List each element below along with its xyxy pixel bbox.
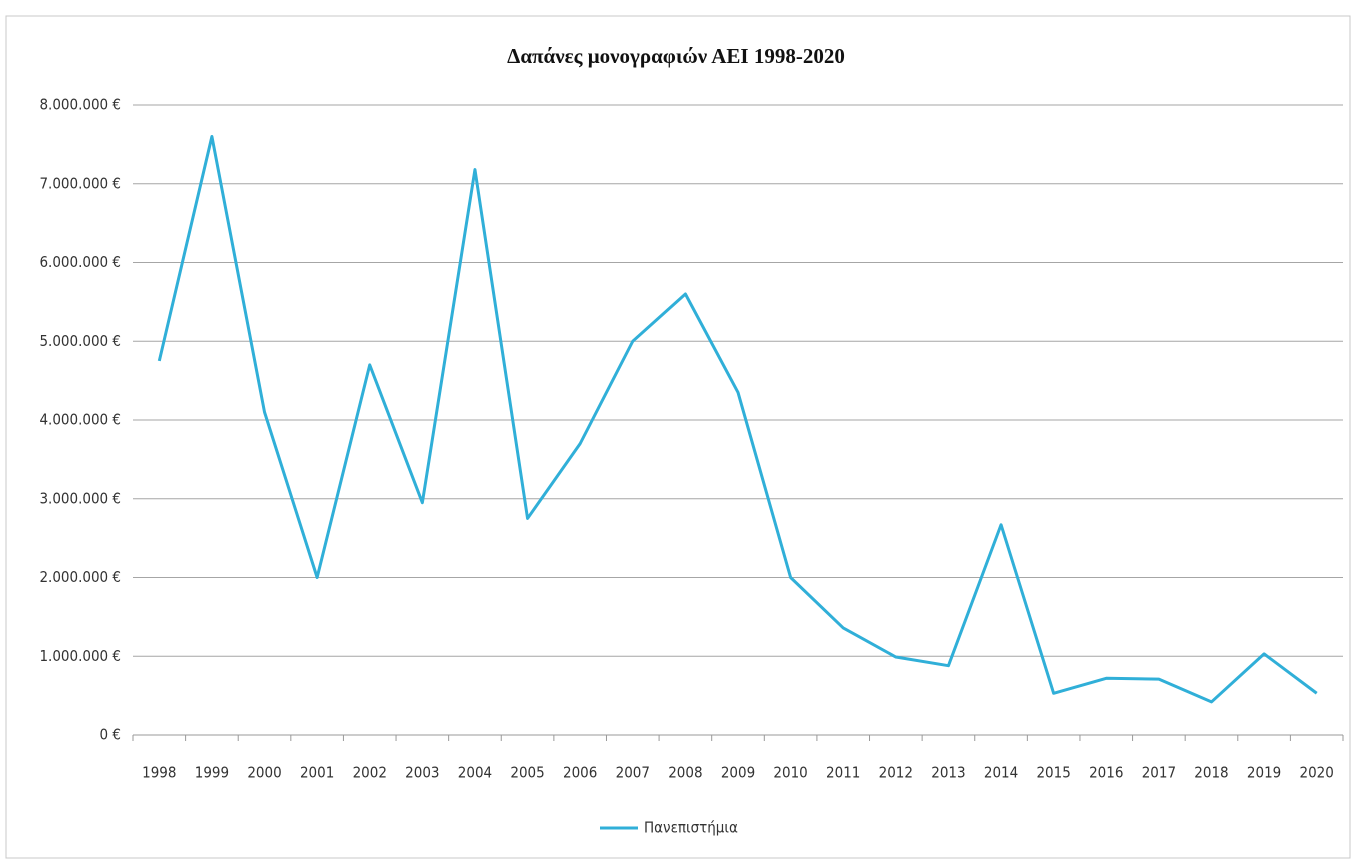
x-tick-label: 1998	[142, 764, 176, 782]
chart-frame	[5, 15, 1351, 859]
x-tick-label: 2018	[1194, 764, 1228, 782]
y-tick-label: 1.000.000 €	[39, 647, 121, 665]
y-tick-label: 4.000.000 €	[39, 411, 121, 429]
y-tick-label: 8.000.000 €	[39, 96, 121, 114]
x-tick-label: 2003	[405, 764, 439, 782]
x-tick-label: 2009	[721, 764, 755, 782]
x-tick-label: 1999	[195, 764, 229, 782]
x-tick-label: 2002	[353, 764, 387, 782]
x-tick-label: 2016	[1089, 764, 1123, 782]
x-tick-label: 2014	[984, 764, 1018, 782]
x-tick-label: 2006	[563, 764, 597, 782]
x-tick-label: 2000	[247, 764, 281, 782]
x-tick-label: 2004	[458, 764, 492, 782]
x-tick-label: 2012	[879, 764, 913, 782]
x-tick-label: 2001	[300, 764, 334, 782]
x-tick-label: 2010	[773, 764, 807, 782]
x-tick-label: 2011	[826, 764, 860, 782]
x-tick-label: 2015	[1036, 764, 1070, 782]
y-tick-label: 2.000.000 €	[39, 568, 121, 586]
legend-label: Πανεπιστήμια	[644, 819, 738, 837]
y-tick-label: 7.000.000 €	[39, 174, 121, 192]
x-tick-label: 2005	[510, 764, 544, 782]
y-tick-label: 5.000.000 €	[39, 332, 121, 350]
x-tick-label: 2019	[1247, 764, 1281, 782]
y-tick-label: 3.000.000 €	[39, 489, 121, 507]
x-tick-label: 2017	[1142, 764, 1176, 782]
x-tick-label: 2020	[1300, 764, 1334, 782]
y-tick-label: 6.000.000 €	[39, 253, 121, 271]
x-tick-label: 2013	[931, 764, 965, 782]
data-line	[157, 135, 1318, 704]
x-tick-label: 2007	[616, 764, 650, 782]
chart-title: Δαπάνες μονογραφιών ΑΕΙ 1998-2020	[507, 44, 845, 68]
y-tick-label: 0 €	[100, 726, 121, 744]
x-tick-label: 2008	[668, 764, 702, 782]
